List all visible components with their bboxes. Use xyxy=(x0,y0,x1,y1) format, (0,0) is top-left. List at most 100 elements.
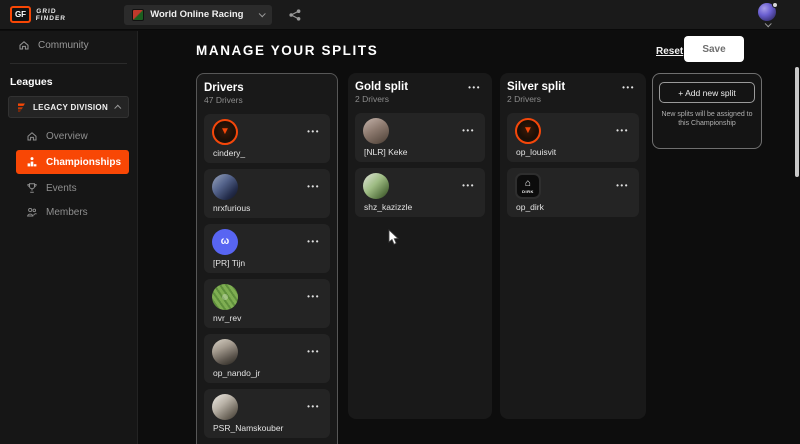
avatar-glyph: ▼ xyxy=(523,125,533,136)
sidebar-item-community[interactable]: Community xyxy=(0,31,137,59)
driver-card[interactable]: ω [PR] Tijn ••• xyxy=(204,224,330,273)
more-icon[interactable]: ••• xyxy=(307,347,320,356)
user-avatar[interactable] xyxy=(758,2,776,21)
split-column-titles: Drivers 47 Drivers xyxy=(204,82,244,106)
podium-icon xyxy=(27,157,37,167)
more-icon[interactable]: ••• xyxy=(462,181,475,190)
main-content: MANAGE YOUR SPLITS Reset Save Drivers 47… xyxy=(139,31,800,444)
more-icon[interactable]: ••• xyxy=(468,83,481,92)
more-icon[interactable]: ••• xyxy=(616,181,629,190)
sidebar-divider xyxy=(10,63,127,64)
sidebar-item-label: Community xyxy=(38,39,89,51)
driver-card-list: ▼ cindery_ ••• nrxfurious ••• ω [PR] Tij… xyxy=(204,114,330,444)
split-column-title: Drivers xyxy=(204,82,244,94)
driver-name: op_dirk xyxy=(516,202,544,212)
driver-card-list: ▼ op_louisvit ••• ⌂ DIRK op_dirk ••• xyxy=(507,113,639,217)
more-icon[interactable]: ••• xyxy=(616,126,629,135)
sidebar-item-events[interactable]: Events xyxy=(0,176,137,200)
driver-avatar xyxy=(212,394,238,420)
driver-name: [PR] Tijn xyxy=(213,258,246,268)
driver-avatar xyxy=(212,284,238,310)
driver-card[interactable]: nvr_rev ••• xyxy=(204,279,330,328)
avatar-label: DIRK xyxy=(522,188,534,194)
driver-avatar xyxy=(212,339,238,365)
home-icon xyxy=(19,41,29,50)
share-nodes-icon xyxy=(289,8,301,21)
more-icon[interactable]: ••• xyxy=(622,83,635,92)
split-column-header: Drivers 47 Drivers xyxy=(204,82,330,106)
split-column-title: Silver split xyxy=(507,81,566,93)
share-button[interactable] xyxy=(288,8,302,22)
sidebar: Community Leagues LEGACY DIVISION Overvi… xyxy=(0,31,138,444)
driver-card[interactable]: ⌂ DIRK op_dirk ••• xyxy=(507,168,639,217)
add-new-split-button[interactable]: + Add new split xyxy=(659,82,755,103)
save-button[interactable]: Save xyxy=(684,36,744,62)
driver-card[interactable]: ▼ cindery_ ••• xyxy=(204,114,330,163)
split-column-titles: Silver split 2 Drivers xyxy=(507,81,565,105)
driver-avatar xyxy=(363,173,389,199)
scrollbar-thumb[interactable] xyxy=(795,67,799,177)
gridfinder-logo-text: GRID FINDER xyxy=(36,8,67,22)
more-icon[interactable]: ••• xyxy=(307,182,320,191)
split-column-silver-split: Silver split 2 Drivers ••• ▼ op_louisvit… xyxy=(500,73,646,419)
league-selector-label: World Online Racing xyxy=(150,9,244,20)
driver-card[interactable]: shz_kazizzle ••• xyxy=(355,168,485,217)
members-icon xyxy=(27,207,37,217)
split-column-drivers: Drivers 47 Drivers ▼ cindery_ ••• nrxfur… xyxy=(196,73,338,444)
brand-line-1: GRID xyxy=(36,7,57,15)
driver-avatar: ω xyxy=(212,229,238,255)
more-icon[interactable]: ••• xyxy=(307,237,320,246)
gridfinder-logo-badge: GF xyxy=(10,6,31,23)
split-column-titles: Gold split 2 Drivers xyxy=(355,81,408,105)
split-column-header: Silver split 2 Drivers ••• xyxy=(507,81,639,105)
driver-card[interactable]: PSR_Namskouber ••• xyxy=(204,389,330,438)
split-column-title: Gold split xyxy=(355,81,409,93)
split-column-driver-count: 2 Drivers xyxy=(355,94,390,104)
driver-name: nvr_rev xyxy=(213,313,242,323)
chevron-down-icon xyxy=(258,10,266,18)
driver-card[interactable]: nrxfurious ••• xyxy=(204,169,330,218)
split-column-driver-count: 47 Drivers xyxy=(204,95,243,105)
split-column-driver-count: 2 Drivers xyxy=(507,94,542,104)
league-flag-icon xyxy=(132,8,145,21)
trophy-icon xyxy=(27,183,37,193)
more-icon[interactable]: ••• xyxy=(307,127,320,136)
driver-name: op_nando_jr xyxy=(213,368,261,378)
division-selector-label: LEGACY DIVISION xyxy=(33,102,109,112)
division-logo-icon xyxy=(18,103,25,112)
add-split-panel: + Add new split New splits will be assig… xyxy=(652,73,762,149)
more-icon[interactable]: ••• xyxy=(462,126,475,135)
user-menu[interactable] xyxy=(758,1,778,27)
leagues-section-label: Leagues xyxy=(10,76,53,88)
driver-avatar xyxy=(363,118,389,144)
driver-card[interactable]: ▼ op_louisvit ••• xyxy=(507,113,639,162)
avatar-glyph: ω xyxy=(220,236,230,247)
sidebar-item-label: Overview xyxy=(46,130,88,142)
sidebar-item-overview[interactable]: Overview xyxy=(0,124,137,148)
sidebar-item-label: Members xyxy=(46,206,88,218)
sidebar-item-label: Events xyxy=(46,182,77,194)
more-icon[interactable]: ••• xyxy=(307,292,320,301)
sidebar-item-label: Championships xyxy=(46,156,122,168)
brand-line-2: FINDER xyxy=(35,14,67,22)
reset-button[interactable]: Reset xyxy=(656,46,684,57)
league-selector[interactable]: World Online Racing xyxy=(124,4,273,25)
driver-card[interactable]: [NLR] Keke ••• xyxy=(355,113,485,162)
driver-name: shz_kazizzle xyxy=(364,202,413,212)
sidebar-item-members[interactable]: Members xyxy=(0,200,137,224)
sidebar-item-championships[interactable]: Championships xyxy=(16,150,129,174)
avatar-glyph: ⌂ xyxy=(524,177,532,189)
driver-avatar xyxy=(212,174,238,200)
avatar-glyph: ▼ xyxy=(220,126,230,137)
split-column-header: Gold split 2 Drivers ••• xyxy=(355,81,485,105)
driver-name: nrxfurious xyxy=(213,203,251,213)
user-status-badge xyxy=(772,1,778,8)
split-column-gold-split: Gold split 2 Drivers ••• [NLR] Keke ••• … xyxy=(348,73,492,419)
driver-name: op_louisvit xyxy=(516,147,557,157)
driver-name: PSR_Namskouber xyxy=(213,423,284,433)
home-icon xyxy=(27,132,37,141)
driver-card[interactable]: op_nando_jr ••• xyxy=(204,334,330,383)
gridfinder-logo[interactable]: GF GRID FINDER xyxy=(10,6,66,23)
division-selector[interactable]: LEGACY DIVISION xyxy=(8,96,129,118)
more-icon[interactable]: ••• xyxy=(307,402,320,411)
